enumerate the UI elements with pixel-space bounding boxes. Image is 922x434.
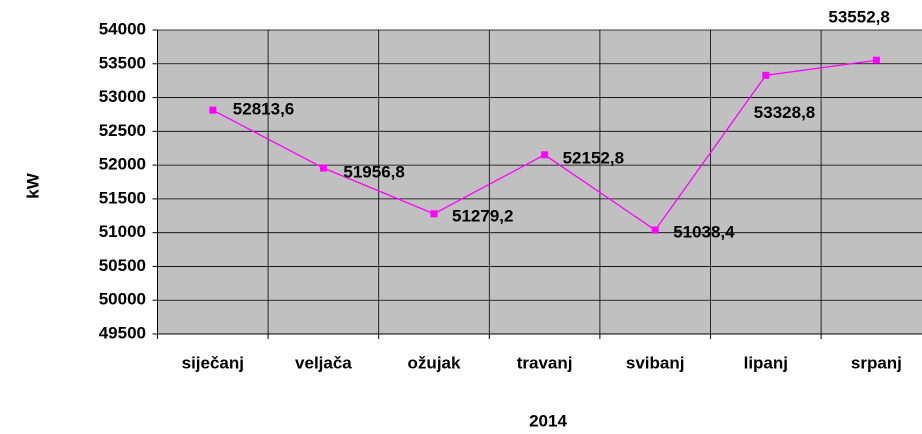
point xyxy=(651,226,659,234)
point xyxy=(430,210,438,218)
point xyxy=(872,56,880,64)
point xyxy=(319,164,327,172)
point xyxy=(209,106,217,114)
x-tick-label: veljača xyxy=(295,353,352,372)
x-tick-label: siječanj xyxy=(182,353,244,372)
data-label: 52813,6 xyxy=(233,100,294,119)
y-tick-label: 50000 xyxy=(99,290,146,309)
x-tick-label: lipanj xyxy=(744,353,788,372)
data-label: 53328,8 xyxy=(754,103,815,122)
data-label: 51279,2 xyxy=(452,206,513,225)
data-label: 52152,8 xyxy=(563,148,624,167)
y-tick-label: 53000 xyxy=(99,87,146,106)
plot-area xyxy=(157,30,922,334)
y-tick-label: 49500 xyxy=(99,323,146,342)
x-tick-label: travanj xyxy=(517,353,573,372)
data-label: 51956,8 xyxy=(343,163,404,182)
x-tick-label: srpanj xyxy=(851,353,902,372)
y-tick-label: 52500 xyxy=(99,121,146,140)
x-tick-label: ožujak xyxy=(408,353,461,372)
data-label: 51038,4 xyxy=(673,223,735,242)
y-tick-label: 51000 xyxy=(99,222,146,241)
x-axis-label: 2014 xyxy=(529,411,567,430)
y-tick-label: 53500 xyxy=(99,53,146,72)
point xyxy=(541,151,549,159)
x-tick-label: svibanj xyxy=(626,353,685,372)
y-tick-label: 52000 xyxy=(99,155,146,174)
point xyxy=(762,71,770,79)
y-tick-label: 51500 xyxy=(99,188,146,207)
data-label: 53552,8 xyxy=(828,8,889,27)
y-tick-label: 54000 xyxy=(99,19,146,38)
y-tick-label: 50500 xyxy=(99,256,146,275)
y-axis-label: kW xyxy=(23,172,42,198)
